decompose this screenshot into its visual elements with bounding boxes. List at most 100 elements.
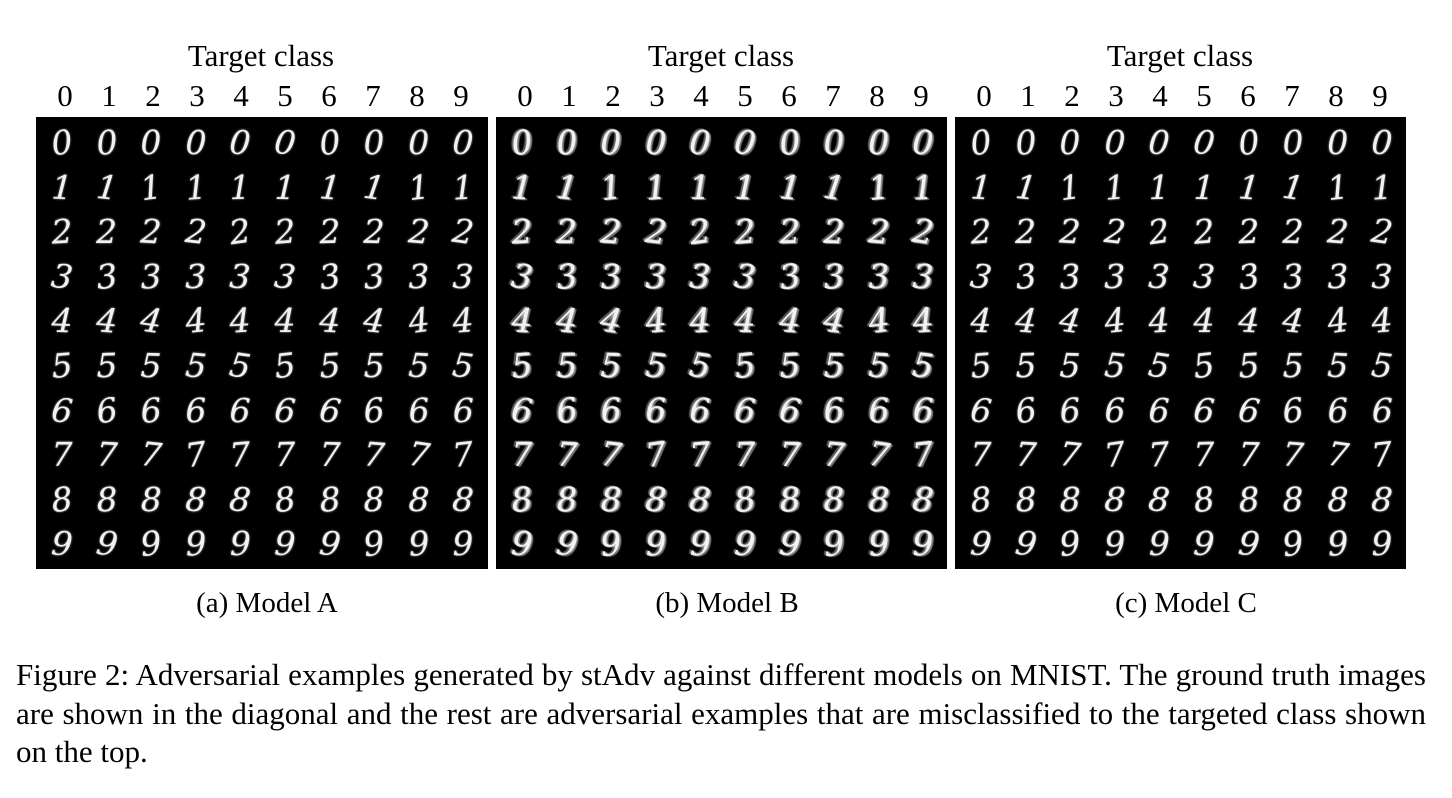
digit-image: 8: [600, 479, 622, 519]
digit-image: 8: [49, 478, 75, 520]
digit-image: 5: [140, 345, 163, 386]
digit-image: 8: [1059, 479, 1081, 519]
digit-image: 9: [138, 523, 164, 565]
digit-image: 9: [968, 523, 994, 565]
digit-image: 5: [1014, 345, 1037, 386]
digit-image: 1: [969, 167, 993, 208]
digit-image: 4: [1324, 300, 1351, 342]
digit-image: 4: [554, 300, 579, 342]
digit-image: 1: [866, 166, 892, 208]
digit-image: 6: [509, 389, 535, 431]
digit-image: 2: [510, 211, 534, 252]
digit-image: 3: [185, 256, 207, 296]
digit-image: 5: [95, 345, 118, 386]
target-class-9: 9: [1372, 78, 1388, 113]
digit-image: 3: [48, 255, 76, 298]
digit-image: 7: [1101, 433, 1128, 476]
digit-image: 7: [733, 434, 757, 475]
digit-image: 8: [731, 478, 759, 521]
digit-image: 6: [821, 389, 847, 431]
digit-image: 6: [1371, 390, 1393, 430]
digit-image: 3: [967, 255, 995, 298]
digit-image: 7: [273, 434, 297, 475]
target-class-7: 7: [825, 78, 841, 113]
digit-image: 3: [139, 256, 163, 297]
target-class-1: 1: [1020, 78, 1036, 113]
digit-image: 7: [642, 433, 669, 476]
digit-image: 4: [138, 300, 165, 342]
digit-image: 1: [183, 166, 208, 208]
digit-image: 0: [1103, 122, 1126, 163]
digit-image: 3: [1371, 256, 1394, 297]
digit-image: 5: [1282, 346, 1304, 385]
digit-image: 4: [94, 300, 119, 342]
digit-image: 7: [362, 434, 387, 475]
digit-image: 2: [450, 210, 477, 253]
digit-image: 2: [1102, 211, 1128, 253]
digit-image: 6: [1280, 389, 1306, 431]
digit-image: 3: [272, 255, 298, 297]
digit-image: 2: [50, 211, 74, 252]
digit-image: 0: [1327, 123, 1349, 162]
digit-image: 2: [363, 211, 386, 252]
digit-image: 5: [867, 345, 891, 386]
digit-image: 8: [227, 478, 254, 520]
digit-image: 7: [228, 434, 253, 475]
digit-image: 3: [1235, 255, 1262, 298]
digit-image: 8: [1103, 479, 1127, 520]
target-class-6: 6: [1240, 78, 1256, 113]
digit-image: 5: [687, 344, 714, 387]
target-class-5: 5: [277, 78, 293, 113]
digit-image: 9: [866, 523, 891, 565]
digit-image: 5: [823, 346, 845, 385]
digit-image: 7: [970, 435, 992, 475]
target-class-3: 3: [189, 78, 205, 113]
digit-image: 0: [140, 122, 163, 163]
digit-image: 6: [867, 390, 891, 431]
digit-image: 6: [316, 389, 343, 431]
target-class-1: 1: [561, 78, 577, 113]
digit-image: 0: [1013, 122, 1038, 163]
digit-image: 8: [1326, 479, 1349, 520]
digit-image: 1: [689, 167, 712, 207]
digit-image: 9: [317, 523, 343, 565]
digit-image: 4: [643, 300, 669, 342]
digit-image: 1: [361, 166, 388, 208]
digit-image: 9: [361, 523, 388, 565]
digit-image: 8: [140, 479, 162, 519]
digit-image: 5: [1236, 345, 1261, 386]
digit-image: 1: [1280, 166, 1307, 208]
digit-image: 7: [822, 434, 847, 475]
digit-image: 8: [94, 479, 119, 520]
digit-image: 7: [1369, 434, 1395, 476]
digit-image: 1: [554, 166, 580, 208]
digit-image: 7: [318, 434, 341, 475]
digit-image: 4: [361, 300, 387, 342]
digit-image: 0: [554, 122, 579, 163]
target-class-2: 2: [145, 78, 161, 113]
digit-image: 8: [1236, 478, 1261, 520]
digit-image: 8: [1370, 478, 1395, 520]
digit-image: 3: [1191, 255, 1217, 297]
digit-image: 6: [139, 389, 164, 431]
digit-image: 8: [1013, 479, 1038, 520]
digit-image: 4: [1147, 300, 1171, 341]
digit-image: 6: [553, 389, 580, 431]
digit-image: 7: [688, 434, 713, 475]
target-class-6: 6: [321, 78, 337, 113]
digit-image: 9: [644, 523, 668, 564]
digit-image: 8: [1190, 478, 1218, 521]
target-class-1: 1: [101, 78, 117, 113]
digit-image: 0: [644, 122, 667, 163]
target-class-label: Target class: [647, 38, 795, 73]
digit-image: 4: [1370, 300, 1395, 342]
digit-image: 5: [1059, 345, 1082, 386]
digit-image: 9: [184, 523, 208, 564]
digit-image: 0: [271, 121, 299, 164]
digit-image: 6: [1103, 390, 1126, 430]
digit-image: 0: [1235, 121, 1262, 164]
digit-image: 9: [553, 523, 580, 565]
digit-image: 7: [182, 433, 209, 476]
